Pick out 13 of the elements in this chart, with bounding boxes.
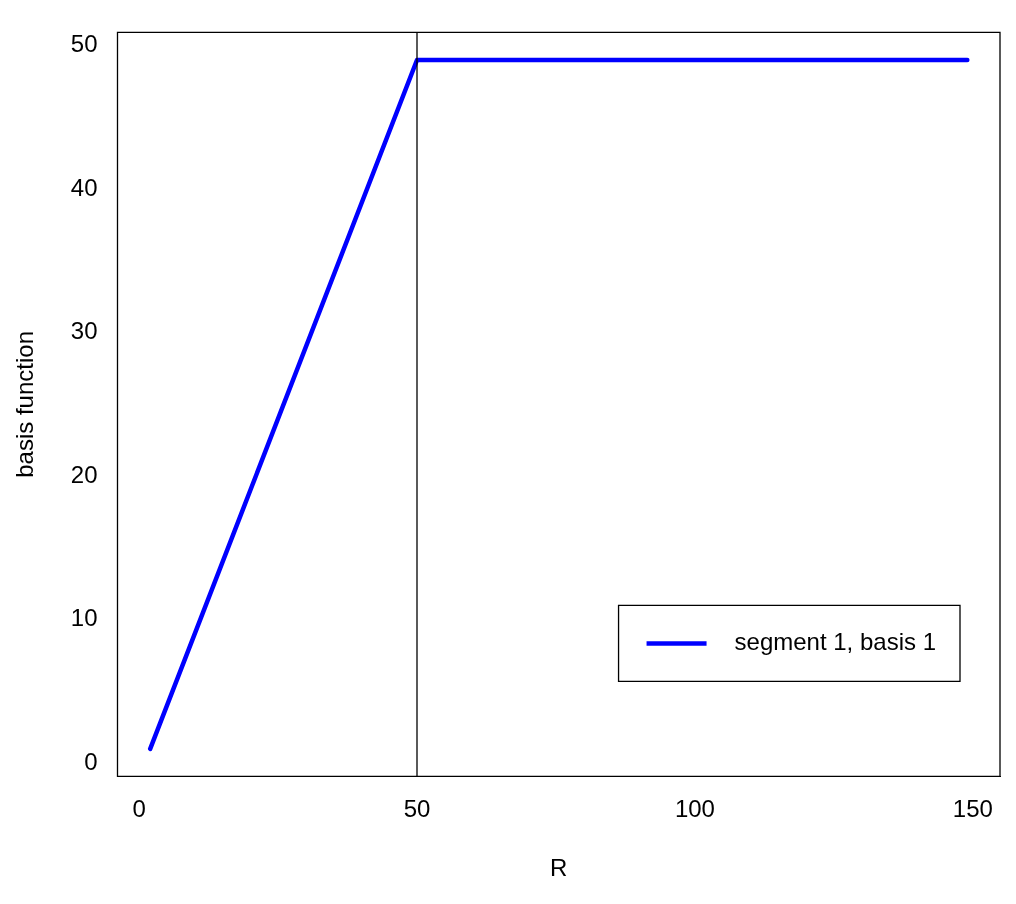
x-tick-label: 50 xyxy=(403,795,431,823)
y-axis-title: basis function xyxy=(11,331,39,478)
x-tick-label: 0 xyxy=(132,795,146,823)
y-tick-label: 40 xyxy=(70,173,98,201)
x-tick-label: 150 xyxy=(952,795,993,823)
y-tick-label: 0 xyxy=(84,747,98,775)
x-axis-title: R xyxy=(550,854,568,882)
legend-label: segment 1, basis 1 xyxy=(734,628,937,656)
y-tick-label: 20 xyxy=(70,460,98,488)
x-tick-label: 100 xyxy=(674,795,715,823)
y-tick-label: 10 xyxy=(70,604,98,632)
y-tick-label: 30 xyxy=(70,317,98,345)
y-tick-label: 50 xyxy=(70,30,98,58)
